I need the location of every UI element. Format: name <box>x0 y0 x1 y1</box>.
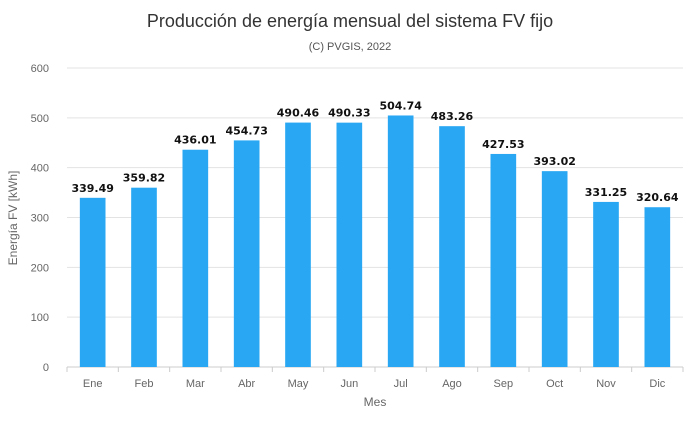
bar-value-label: 393.02 <box>533 155 575 168</box>
bar <box>285 122 311 367</box>
chart-subtitle: (C) PVGIS, 2022 <box>309 41 392 53</box>
x-tick-label: May <box>288 378 309 390</box>
x-tick-label: Feb <box>135 378 154 390</box>
x-axis-ticks: Ene Feb Mar Abr May Jun Jul Ago Sep Oct Nov Dic <box>66 367 684 390</box>
x-tick-label: Jun <box>340 378 358 390</box>
bar <box>644 207 671 367</box>
y-axis-label: Energía FV [kWh] <box>6 171 20 266</box>
x-tick-label: Abr <box>238 378 255 390</box>
x-tick-label: Oct <box>546 378 563 390</box>
y-axis-ticks: 0 100 200 300 400 500 600 <box>31 63 49 374</box>
bar <box>490 153 517 367</box>
bar <box>233 140 260 367</box>
bar <box>387 115 414 368</box>
x-tick-label: Ene <box>83 378 103 390</box>
bars <box>79 115 671 368</box>
bar-value-label: 331.25 <box>585 186 627 199</box>
bar <box>593 201 619 367</box>
bar <box>336 122 363 367</box>
bar <box>79 197 106 367</box>
y-tick-label: 200 <box>31 262 49 274</box>
y-tick-label: 500 <box>31 113 49 125</box>
x-tick-label: Sep <box>494 378 514 390</box>
y-tick-label: 0 <box>43 362 49 374</box>
x-axis-label: Mes <box>364 395 387 409</box>
bar-value-label: 490.33 <box>328 107 370 120</box>
x-tick-label: Mar <box>186 378 205 390</box>
bar <box>131 187 157 367</box>
bar-value-label: 436.01 <box>174 134 216 147</box>
bar <box>182 149 209 367</box>
bar-value-label: 339.49 <box>71 182 113 195</box>
chart-title: Producción de energía mensual del sistem… <box>147 11 553 31</box>
bar-value-label: 504.74 <box>379 99 422 112</box>
bar <box>439 126 465 367</box>
y-tick-label: 600 <box>31 63 49 75</box>
y-tick-label: 300 <box>31 213 49 225</box>
x-tick-label: Dic <box>649 378 665 390</box>
grid-lines <box>67 67 683 368</box>
x-tick-label: Jul <box>394 378 408 390</box>
bar <box>541 171 568 367</box>
bar-value-label: 359.82 <box>123 172 165 185</box>
bar-value-label: 454.73 <box>225 124 267 137</box>
bar-value-label: 427.53 <box>482 138 524 151</box>
bar-value-label: 490.46 <box>277 107 320 120</box>
y-tick-label: 100 <box>31 312 49 324</box>
y-tick-label: 400 <box>31 163 49 175</box>
bar-value-label: 483.26 <box>431 110 474 123</box>
data-labels: 339.49 359.82 436.01 454.73 490.46 490.33 504.… <box>71 99 678 204</box>
bar-value-label: 320.64 <box>636 191 679 204</box>
x-tick-label: Ago <box>442 378 462 390</box>
x-tick-label: Nov <box>596 378 616 390</box>
